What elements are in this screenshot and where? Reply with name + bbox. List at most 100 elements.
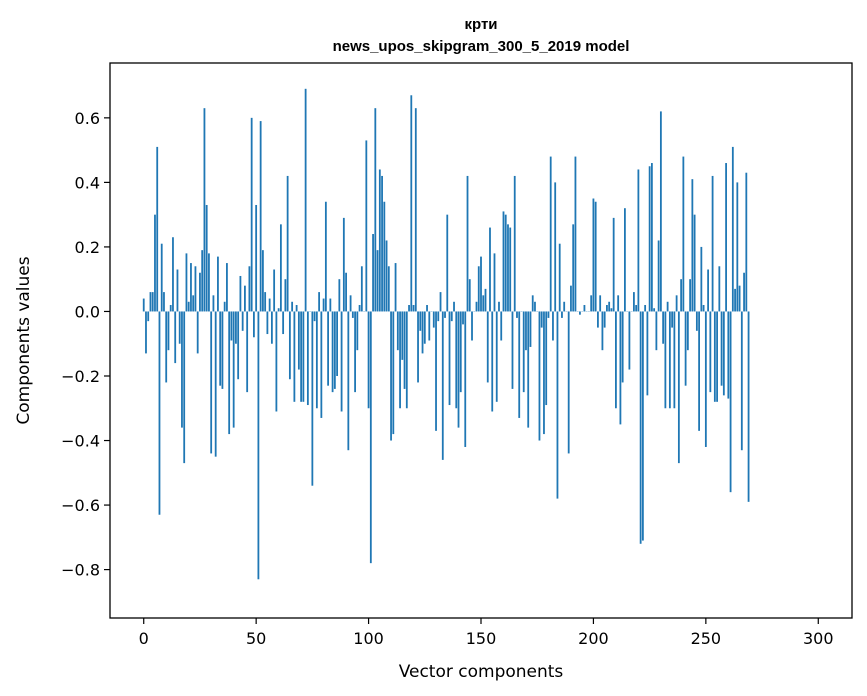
bar xyxy=(241,311,244,331)
bar xyxy=(178,311,181,344)
bar xyxy=(192,295,195,312)
bar xyxy=(268,298,271,312)
bar xyxy=(372,234,374,312)
bar xyxy=(333,311,336,389)
bar xyxy=(288,311,291,380)
bar xyxy=(522,311,525,393)
bar xyxy=(457,311,460,428)
bar xyxy=(471,311,473,341)
bar xyxy=(354,311,356,393)
bar xyxy=(286,175,289,312)
x-axis-label: Vector components xyxy=(399,662,564,682)
bar xyxy=(702,305,705,312)
bar xyxy=(668,311,671,409)
bar xyxy=(486,311,489,383)
y-tick-label: −0.2 xyxy=(61,367,100,386)
bar xyxy=(399,311,401,409)
bar xyxy=(736,182,739,312)
bar xyxy=(428,311,431,341)
bar xyxy=(516,311,518,318)
bar xyxy=(619,311,622,425)
bar xyxy=(594,201,597,312)
bar xyxy=(534,301,536,312)
bar xyxy=(205,204,208,312)
bar xyxy=(378,169,381,312)
y-tick-label: 0.4 xyxy=(75,173,100,192)
bar xyxy=(230,311,233,341)
bar xyxy=(390,311,392,441)
bar xyxy=(615,311,617,409)
y-axis-ticks: −0.8 −0.6 −0.4 −0.2 0.0 0.2 0.4 0.6 xyxy=(61,109,110,580)
bar xyxy=(610,308,613,312)
bar xyxy=(680,279,683,312)
bar xyxy=(291,301,294,312)
bar xyxy=(232,311,235,428)
bar xyxy=(426,305,428,312)
bar xyxy=(558,243,561,312)
bar xyxy=(331,311,334,393)
bar xyxy=(543,311,545,435)
bar xyxy=(511,311,514,389)
bar xyxy=(405,311,408,409)
bar xyxy=(248,266,251,312)
bar xyxy=(190,263,192,312)
bar xyxy=(237,311,240,380)
bar xyxy=(219,311,222,386)
bar xyxy=(149,292,152,312)
bar xyxy=(423,311,426,344)
bar xyxy=(264,292,267,312)
bar xyxy=(693,214,696,312)
bar xyxy=(504,214,507,312)
bar xyxy=(518,311,521,418)
bar xyxy=(199,272,201,312)
bar xyxy=(513,175,516,312)
bar xyxy=(466,175,469,312)
bar xyxy=(275,311,278,412)
bar xyxy=(462,311,464,325)
bar xyxy=(185,253,188,312)
bar xyxy=(403,311,406,389)
bar xyxy=(187,301,190,312)
bar xyxy=(279,224,282,312)
bar xyxy=(336,311,338,376)
bar xyxy=(255,204,258,312)
bar xyxy=(664,311,667,409)
bar xyxy=(394,263,397,312)
bar xyxy=(662,311,665,344)
bar xyxy=(716,311,718,402)
bar xyxy=(493,253,496,312)
bar xyxy=(322,298,325,312)
bar xyxy=(729,311,732,493)
bar xyxy=(421,311,424,354)
x-tick-label: 0 xyxy=(139,629,149,648)
bar xyxy=(210,311,213,454)
bar xyxy=(360,266,363,312)
x-tick-label: 100 xyxy=(353,629,384,648)
x-tick-label: 300 xyxy=(803,629,834,648)
bar xyxy=(313,311,316,322)
bar xyxy=(540,311,543,328)
bar xyxy=(176,269,179,312)
bar xyxy=(342,217,345,312)
bar xyxy=(266,311,269,335)
bar xyxy=(700,246,703,312)
bar xyxy=(417,311,419,383)
bar xyxy=(315,311,318,409)
bar xyxy=(549,156,552,312)
bar xyxy=(583,305,586,312)
bar xyxy=(579,311,581,315)
bar xyxy=(270,311,273,344)
bar xyxy=(387,266,390,312)
bar xyxy=(450,311,453,322)
bar xyxy=(495,311,498,402)
bar xyxy=(639,311,642,544)
bar xyxy=(284,279,287,312)
bar xyxy=(612,217,615,312)
bar xyxy=(671,311,674,328)
bar xyxy=(172,237,174,312)
bar xyxy=(459,311,462,393)
bar xyxy=(293,311,296,402)
bar xyxy=(167,311,170,351)
bar xyxy=(311,311,314,486)
bar xyxy=(482,295,485,312)
